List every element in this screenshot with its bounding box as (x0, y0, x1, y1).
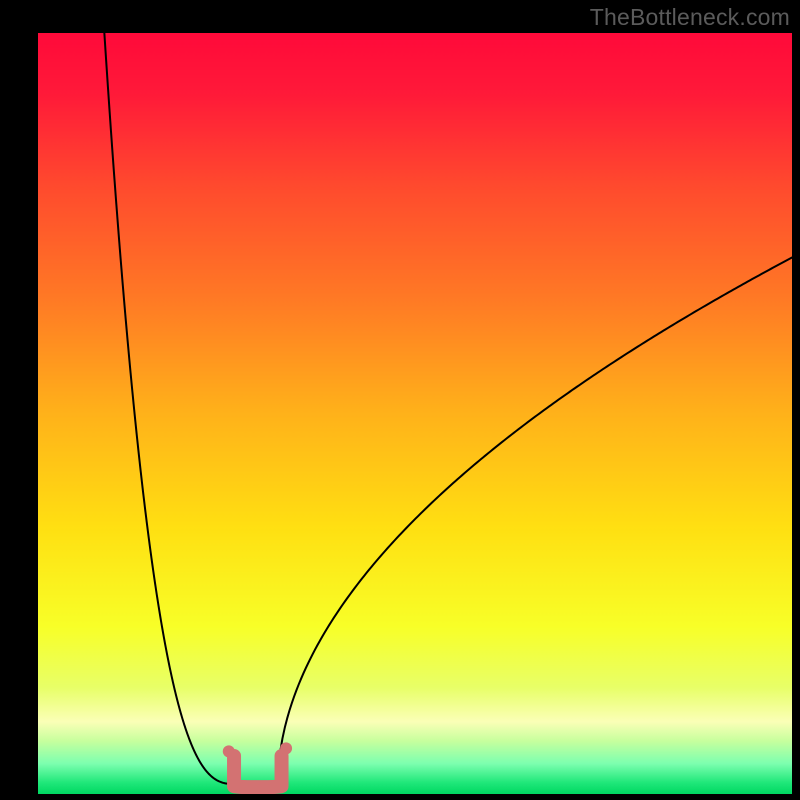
bottleneck-curve (104, 33, 792, 786)
stage: TheBottleneck.com (0, 0, 800, 800)
plot-area (38, 33, 792, 794)
curve-layer (38, 33, 792, 794)
watermark-text: TheBottleneck.com (590, 4, 790, 31)
valley-bump (223, 742, 292, 787)
